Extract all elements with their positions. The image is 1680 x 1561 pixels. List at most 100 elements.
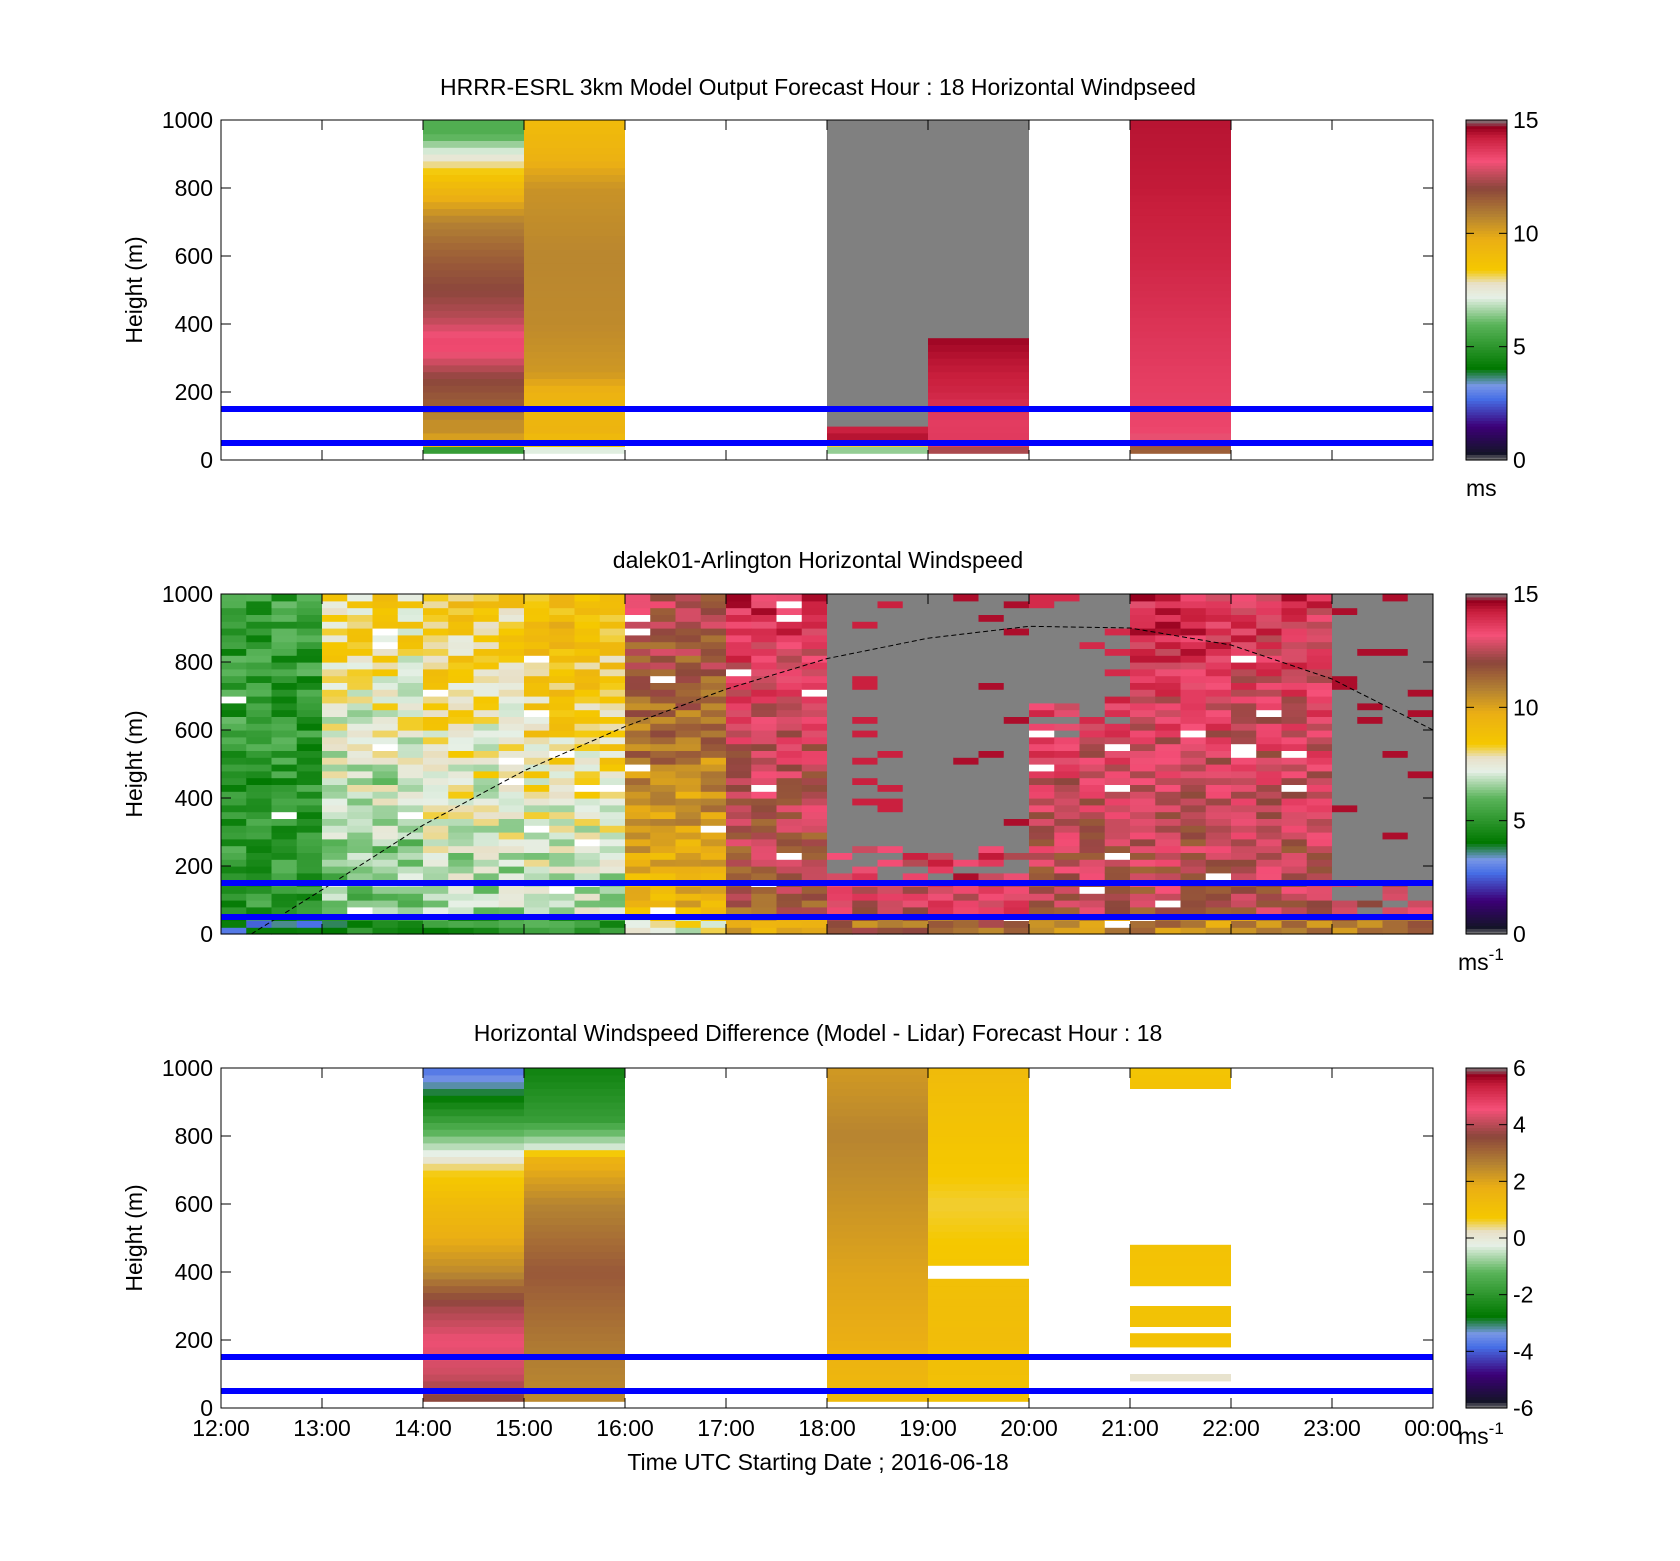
colorbar-segment (1466, 343, 1507, 348)
heatmap-cell (1407, 682, 1434, 690)
heatmap-cell (1205, 886, 1232, 894)
heatmap-cell (978, 804, 1005, 813)
heatmap-cell (1130, 290, 1231, 298)
heatmap-cell (524, 1095, 625, 1103)
heatmap-cell (625, 798, 651, 806)
heatmap-cell (574, 811, 601, 819)
heatmap-cell (928, 235, 1029, 243)
heatmap-cell (296, 920, 323, 928)
heatmap-cell (700, 743, 727, 751)
heatmap-cell (271, 920, 298, 928)
colorbar-segment (1466, 216, 1507, 220)
heatmap-cell (1003, 628, 1030, 636)
colorbar-segment (1466, 1291, 1507, 1296)
heatmap-cell (271, 770, 298, 779)
heatmap-cell (1357, 811, 1383, 819)
heatmap-cell (801, 798, 828, 806)
heatmap-cell (1256, 736, 1282, 745)
heatmap-cell (549, 682, 575, 690)
heatmap-cell (1130, 893, 1156, 901)
heatmap-cell (423, 1340, 524, 1348)
heatmap-cell (978, 682, 1005, 690)
heatmap-cell (524, 1292, 625, 1300)
heatmap-cell (1130, 242, 1231, 250)
heatmap-cell (271, 791, 298, 799)
colorbar-segment (1466, 1090, 1507, 1095)
heatmap-cell (877, 757, 904, 765)
heatmap-cell (524, 696, 550, 704)
colorbar-segment (1466, 1167, 1507, 1171)
heatmap-cell (827, 689, 853, 697)
heatmap-cell (1104, 750, 1131, 758)
heatmap-cell (1281, 743, 1308, 751)
heatmap-cell (1130, 607, 1156, 615)
heatmap-cell (675, 832, 702, 840)
heatmap-cell (574, 702, 601, 711)
heatmap-cell (1332, 750, 1358, 758)
heatmap-cell (524, 140, 625, 148)
heatmap-cell (473, 600, 500, 609)
heatmap-cell (1281, 709, 1308, 717)
heatmap-cell (524, 675, 550, 683)
heatmap-cell (827, 709, 853, 717)
heatmap-cell (1130, 1265, 1231, 1273)
heatmap-cell (246, 825, 272, 833)
heatmap-cell (524, 1088, 625, 1096)
colorbar-segment (1466, 1300, 1507, 1304)
colorbar-segment (1466, 922, 1507, 927)
heatmap-cell (801, 668, 828, 677)
heatmap-cell (498, 655, 525, 663)
heatmap-cell (423, 181, 524, 189)
heatmap-cell (726, 621, 752, 629)
heatmap-cell (928, 201, 1029, 209)
heatmap-cell (1407, 927, 1434, 935)
heatmap-cell (1306, 689, 1333, 697)
heatmap-cell (524, 1149, 625, 1157)
heatmap-cell (423, 689, 449, 697)
heatmap-cell (700, 662, 727, 670)
heatmap-cell (322, 662, 348, 670)
heatmap-cell (751, 662, 777, 670)
colorbar-segment (1466, 1079, 1507, 1083)
heatmap-cell (1231, 791, 1257, 799)
heatmap-cell (1130, 811, 1156, 819)
heatmap-cell (498, 804, 525, 813)
colorbar-segment (1466, 1328, 1507, 1333)
heatmap-cell (322, 600, 348, 609)
colorbar-segment (1466, 355, 1507, 359)
heatmap-cell (675, 818, 702, 826)
heatmap-cell (827, 777, 853, 785)
colorbar-segment (1466, 701, 1507, 706)
heatmap-cell (1205, 900, 1232, 908)
heatmap-cell (1079, 648, 1106, 656)
colorbar-segment (1466, 179, 1507, 183)
heatmap-cell (726, 594, 752, 602)
colorbar-segment (1466, 752, 1507, 757)
colorbar-segment (1466, 176, 1507, 181)
heatmap-cell (801, 723, 828, 731)
heatmap-cell (801, 804, 828, 813)
heatmap-cell (776, 662, 803, 670)
colorbar-segment (1466, 1110, 1507, 1114)
heatmap-cell (827, 1102, 928, 1110)
heatmap-cell (1382, 811, 1409, 819)
heatmap-cell (423, 1149, 524, 1157)
heatmap-cell (397, 770, 424, 779)
heatmap-cell (524, 730, 550, 738)
heatmap-cell (675, 784, 702, 792)
heatmap-cell (246, 886, 272, 894)
heatmap-cell (1281, 811, 1308, 819)
colorbar-segment (1466, 730, 1507, 734)
heatmap-cell (978, 784, 1005, 792)
heatmap-cell (524, 208, 625, 216)
heatmap-cell (1205, 845, 1232, 853)
heatmap-cell (296, 757, 323, 765)
heatmap-cell (524, 310, 625, 318)
heatmap-cell (549, 709, 575, 717)
heatmap-cell (928, 1142, 1029, 1151)
heatmap-cell (524, 432, 625, 441)
heatmap-cell (1357, 866, 1383, 874)
heatmap-cell (296, 696, 323, 704)
colorbar-segment (1466, 778, 1507, 782)
